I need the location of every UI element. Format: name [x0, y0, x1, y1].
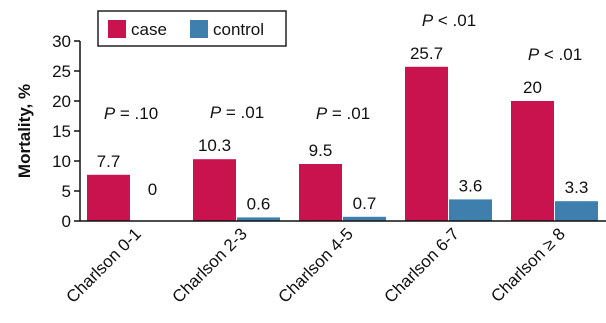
bar-case	[405, 66, 448, 221]
value-label-case: 7.7	[97, 152, 121, 171]
p-value-label: P < .01	[422, 11, 476, 30]
bar-control	[449, 199, 492, 221]
value-label-control: 0	[148, 180, 157, 199]
p-value-label: P < .01	[528, 45, 582, 64]
y-tick-label: 30	[52, 32, 71, 51]
y-tick-label: 20	[52, 92, 71, 111]
value-label-case: 10.3	[198, 136, 231, 155]
y-tick-label: 10	[52, 152, 71, 171]
category-label: Charlson 2-3	[169, 224, 251, 306]
bar-case	[193, 159, 236, 221]
legend-label-case: case	[131, 20, 167, 39]
bar-case	[87, 174, 130, 221]
y-axis-title: Mortality, %	[15, 84, 34, 178]
category-label: Charlson 4-5	[275, 224, 357, 306]
y-tick-label: 0	[62, 212, 71, 231]
legend-swatch-case	[108, 20, 126, 38]
p-value-label: P = .01	[316, 104, 370, 123]
y-tick-label: 5	[62, 182, 71, 201]
bar-control	[555, 201, 598, 221]
value-label-case: 25.7	[410, 44, 443, 63]
bar-control	[343, 216, 386, 221]
legend-swatch-control	[190, 20, 208, 38]
p-value-label: P = .01	[210, 103, 264, 122]
y-tick-label: 25	[52, 62, 71, 81]
legend: case control	[97, 10, 287, 47]
value-label-control: 0.6	[247, 194, 271, 213]
category-label: Charlson 6-7	[381, 224, 463, 306]
value-label-case: 20	[523, 78, 542, 97]
category-label: Charlson ≥ 8	[487, 224, 569, 306]
value-label-control: 3.3	[565, 178, 589, 197]
y-tick-label: 15	[52, 122, 71, 141]
p-value-label: P = .10	[104, 104, 158, 123]
value-label-case: 9.5	[309, 141, 333, 160]
value-label-control: 3.6	[459, 176, 483, 195]
category-label: Charlson 0-1	[63, 224, 145, 306]
bar-case	[299, 164, 342, 221]
bar-control	[237, 217, 280, 221]
legend-label-control: control	[213, 20, 264, 39]
bar-case	[511, 101, 554, 221]
value-label-control: 0.7	[353, 194, 377, 213]
